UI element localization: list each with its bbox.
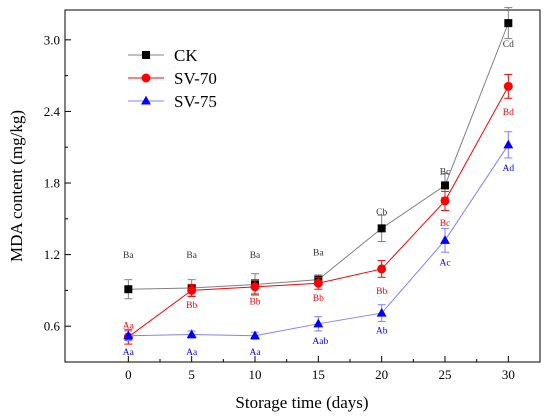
data-point-sv-75	[313, 318, 324, 328]
x-tick-label: 0	[125, 367, 132, 382]
legend-marker-sv-75	[141, 95, 151, 105]
significance-letter-ck: Ba	[313, 249, 324, 259]
y-axis-title: MDA content (mg/kg)	[7, 110, 26, 262]
legend-item-sv-75: SV-75	[128, 92, 217, 111]
x-tick-label: 15	[312, 367, 325, 382]
data-point-sv-70	[313, 278, 323, 288]
x-tick-label: 25	[439, 367, 452, 382]
data-point-ck	[504, 19, 513, 28]
data-point-ck	[377, 224, 386, 233]
data-point-sv-70	[440, 196, 450, 206]
x-tick-label: 5	[188, 367, 195, 382]
data-point-sv-75	[123, 330, 134, 340]
significance-letter-sv-75: Aa	[186, 348, 198, 358]
data-point-sv-75	[376, 307, 387, 317]
y-tick-label: 3.0	[44, 32, 60, 47]
y-axis-ticks: 0.6 1.2 1.8 2.4 3.0	[44, 32, 71, 334]
legend: CK SV-70 SV-75	[128, 46, 217, 111]
significance-letters: Ba Ba Ba Ba Cb Bc Cd Aa Bb Bb Bb Bb Bc Bd Aa Aa Aa Aab Ab A…	[123, 40, 515, 358]
significance-letter-ck: Cd	[503, 40, 514, 50]
legend-marker-ck	[142, 51, 150, 59]
significance-letter-sv-70: Aa	[123, 322, 135, 332]
data-point-sv-70	[377, 264, 387, 274]
significance-letter-sv-70: Bb	[186, 301, 197, 311]
significance-letter-sv-75: Aab	[312, 337, 328, 347]
data-point-sv-70	[250, 282, 260, 292]
data-point-sv-75	[186, 329, 197, 339]
legend-label-sv-70: SV-70	[174, 69, 217, 88]
legend-marker-sv-70	[141, 73, 151, 83]
significance-letter-sv-75: Ad	[503, 164, 515, 174]
x-axis-ticks: 0 5 10 15 20 25 30	[125, 356, 515, 382]
data-point-sv-70	[503, 81, 513, 91]
data-point-sv-70	[187, 285, 197, 295]
x-axis-title: Storage time (days)	[235, 393, 368, 412]
significance-letter-ck: Cb	[376, 208, 387, 218]
y-tick-label: 0.6	[44, 319, 61, 334]
significance-letter-sv-75: Ac	[439, 258, 450, 268]
data-point-sv-75	[503, 139, 514, 149]
significance-letter-sv-70: Bb	[249, 298, 260, 308]
x-tick-label: 20	[375, 367, 388, 382]
series-layer	[123, 7, 514, 345]
significance-letter-sv-70: Bb	[313, 294, 324, 304]
series-sv-75	[123, 131, 514, 342]
significance-letter-ck: Ba	[123, 251, 134, 261]
y-tick-label: 2.4	[44, 104, 61, 119]
x-tick-label: 10	[249, 367, 262, 382]
significance-letter-sv-75: Aa	[249, 348, 261, 358]
x-tick-label: 30	[502, 367, 515, 382]
significance-letter-ck: Ba	[250, 251, 261, 261]
significance-letter-sv-70: Bc	[440, 219, 451, 229]
legend-item-sv-70: SV-70	[128, 69, 217, 88]
plot-frame	[64, 9, 541, 363]
y-tick-label: 1.2	[44, 247, 60, 262]
series-sv-70	[123, 73, 513, 345]
significance-letter-sv-70: Bd	[503, 108, 514, 118]
y-tick-label: 1.8	[44, 176, 60, 191]
significance-letter-sv-75: Aa	[123, 348, 135, 358]
significance-letter-sv-75: Ab	[376, 326, 388, 336]
data-point-ck	[124, 285, 133, 294]
legend-label-sv-75: SV-75	[174, 92, 217, 111]
data-point-sv-75	[250, 330, 260, 340]
legend-item-ck: CK	[128, 46, 198, 65]
data-point-ck	[441, 181, 449, 190]
significance-letter-sv-70: Bb	[376, 287, 387, 297]
significance-letter-ck: Bc	[440, 168, 451, 178]
data-point-sv-75	[440, 235, 450, 244]
significance-letter-ck: Ba	[186, 251, 197, 261]
legend-label-ck: CK	[174, 46, 198, 65]
